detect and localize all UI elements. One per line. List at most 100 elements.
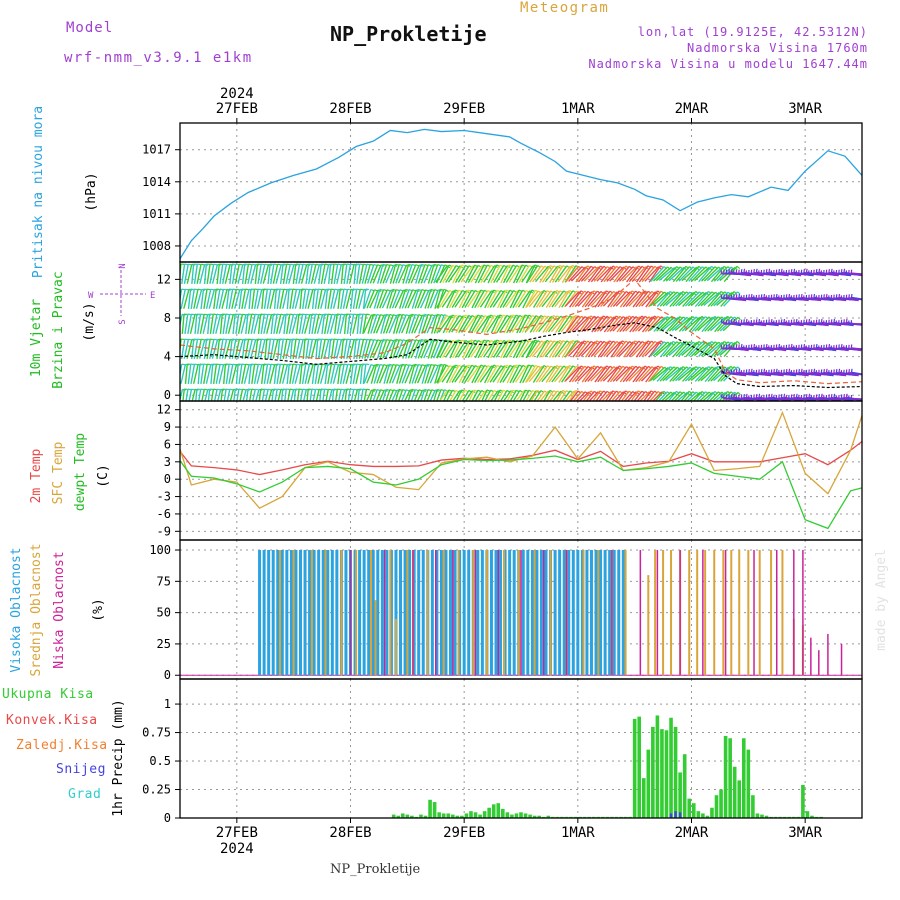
wind-barb (548, 365, 561, 383)
wind-barb (596, 316, 612, 332)
wind-barb (187, 288, 192, 310)
wind-barb (633, 390, 643, 401)
wind-barb (245, 313, 249, 335)
wind-barb (242, 389, 247, 401)
wind-barb (327, 289, 332, 309)
wind-barb (710, 340, 725, 358)
wind-barb (622, 290, 637, 308)
wind-barb (336, 264, 343, 284)
wind-barb-feather (808, 393, 811, 398)
wind-barb (436, 289, 447, 309)
wind-barb (219, 263, 224, 285)
wind-barb (210, 363, 214, 385)
wind-barb (467, 340, 480, 358)
wind-barb (455, 314, 466, 334)
wind-barb (615, 291, 631, 307)
wind-barb (700, 266, 716, 282)
wind-barb (610, 390, 621, 401)
wind-barb (250, 314, 256, 334)
wind-barb (593, 315, 608, 333)
wind-barb (408, 314, 416, 334)
wind-barb (609, 266, 625, 282)
wind-barb (310, 339, 317, 359)
wind-barb (641, 315, 656, 333)
wind-barb (416, 364, 427, 384)
wind-barb (564, 291, 580, 307)
wind-barb-feather (818, 268, 821, 273)
wind-barb (457, 340, 470, 358)
wind-barb (221, 264, 228, 284)
wind-barb (519, 389, 527, 401)
wind-barb (474, 364, 486, 384)
wind-barb (625, 366, 640, 382)
wind-barb (370, 364, 378, 384)
wind-barb (574, 290, 589, 308)
wind-barb (264, 389, 269, 401)
wind-barb (505, 290, 518, 308)
wind-barb (276, 288, 281, 310)
wind-barb (350, 288, 354, 310)
wind-barb-feather (783, 393, 786, 398)
wind-barb-feather (825, 368, 828, 373)
wind-barb (301, 364, 307, 384)
wind-barb (263, 314, 269, 334)
precip-bar (696, 811, 701, 818)
coords: lon,lat (19.9125E, 42.5312N) (637, 25, 868, 39)
wind-barb (493, 264, 505, 284)
wind-barb (407, 289, 417, 309)
wind-barb (198, 389, 202, 401)
wind-barb (191, 263, 195, 285)
wind-barb (600, 340, 614, 358)
wind-barb-feather (277, 388, 281, 391)
wind-barb (490, 264, 501, 284)
precip-legend-item: Konvek.Kisa (6, 713, 98, 728)
wind-barb (266, 289, 272, 309)
wind-barb (512, 289, 524, 309)
wind-barb (568, 341, 583, 357)
wind-barb (215, 364, 221, 384)
wind-barb (477, 290, 489, 308)
wind-barb (347, 388, 351, 401)
wind-barb (612, 366, 628, 382)
wind-barb (436, 389, 442, 401)
wind-barb (632, 365, 646, 383)
wind-barb (331, 388, 335, 401)
wind-barb (182, 388, 185, 401)
wind-barb (421, 314, 429, 334)
wind-barb (251, 363, 256, 385)
wind-barb (279, 338, 284, 360)
wind-barb (635, 365, 650, 383)
wind-barb (288, 314, 295, 334)
precip-bar (760, 814, 764, 818)
wind-barb-feather (745, 393, 748, 398)
wind-barb (483, 314, 495, 334)
wind-barb (404, 389, 411, 401)
wind-barb-feather (750, 293, 753, 298)
wind-barb (551, 265, 564, 283)
wind-barb-feather (207, 363, 211, 366)
wind-barb-feather (359, 338, 364, 341)
wind-barb-feather (753, 343, 756, 348)
wind-barb-feather (830, 268, 833, 273)
wind-barb (424, 364, 432, 384)
wind-barb (544, 265, 559, 283)
precip-bar (501, 808, 505, 818)
wind-barb (275, 264, 282, 284)
precip-bar (764, 815, 769, 818)
wind-barb (375, 314, 385, 334)
wind-barb (429, 364, 440, 384)
bottom-date-label: 28FEB (329, 825, 371, 841)
wind-barb (193, 263, 198, 285)
wind-barb (505, 340, 518, 358)
wind-barb (682, 290, 697, 308)
wind-barb (423, 339, 433, 359)
wind-barb (668, 316, 685, 332)
wind-barb (536, 390, 546, 401)
wind-barb (718, 390, 729, 401)
wind-barb (279, 289, 285, 309)
wind-barb (445, 364, 456, 384)
wind-barb (509, 364, 520, 384)
wind-barb (607, 365, 620, 383)
wind-barb (237, 314, 244, 334)
wind-barb (438, 290, 451, 308)
